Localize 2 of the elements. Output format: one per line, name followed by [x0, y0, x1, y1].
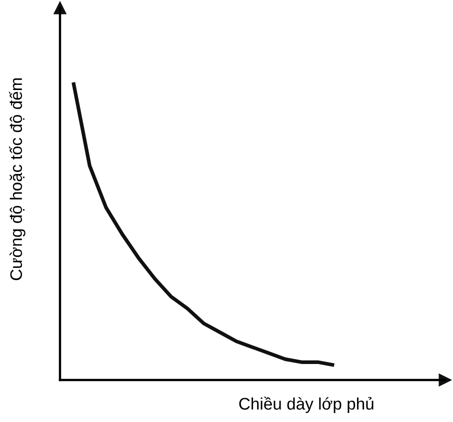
x-axis-title: Chiều dày lớp phủ [239, 396, 374, 414]
y-axis-title: Cường độ hoặc tốc độ đếm [9, 78, 26, 280]
